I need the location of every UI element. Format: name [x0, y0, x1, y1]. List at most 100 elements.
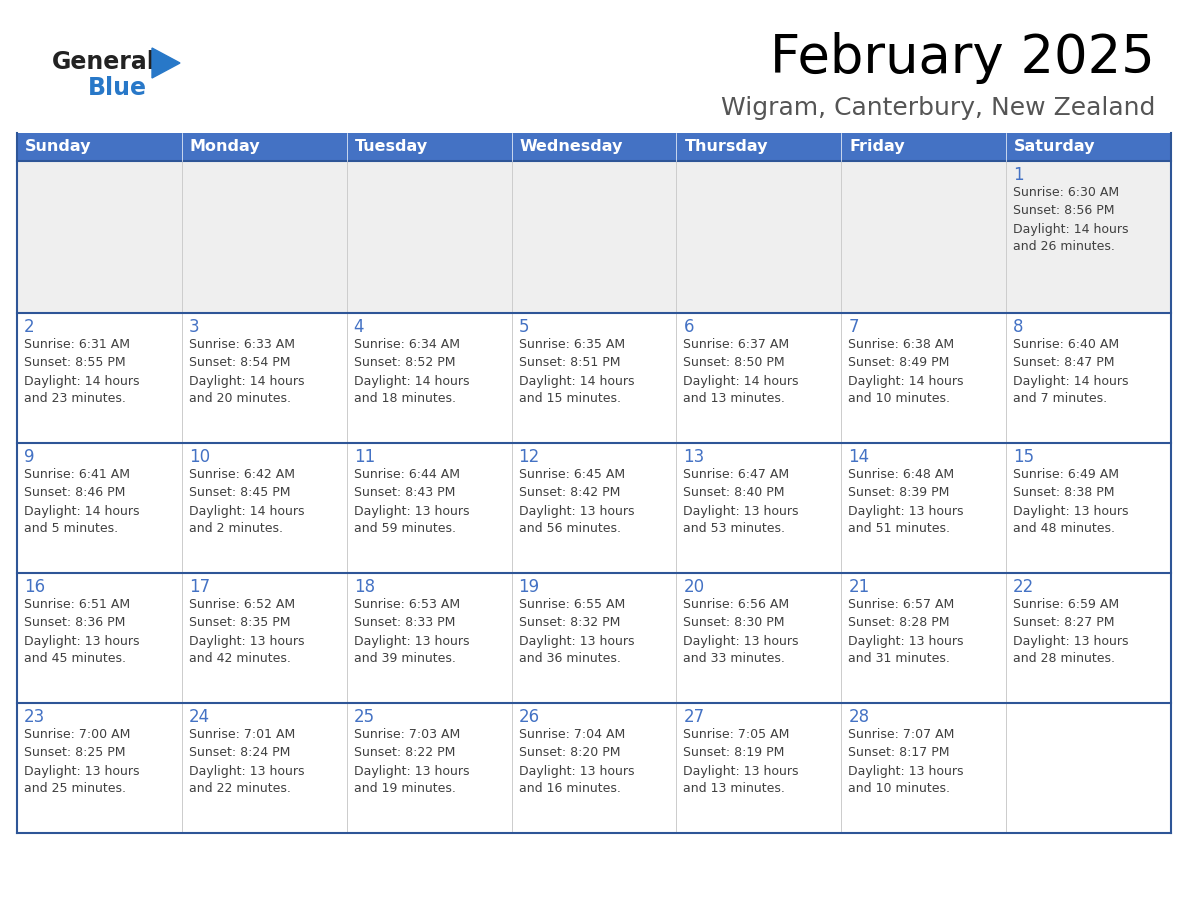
Text: Daylight: 14 hours: Daylight: 14 hours [24, 375, 139, 387]
Text: General: General [52, 50, 156, 74]
Text: 15: 15 [1013, 448, 1035, 466]
Text: 27: 27 [683, 708, 704, 726]
Text: and 10 minutes.: and 10 minutes. [848, 782, 950, 796]
Text: Sunset: 8:42 PM: Sunset: 8:42 PM [519, 487, 620, 499]
Text: Daylight: 13 hours: Daylight: 13 hours [683, 634, 798, 647]
Text: and 20 minutes.: and 20 minutes. [189, 393, 291, 406]
Text: Sunrise: 6:57 AM: Sunrise: 6:57 AM [848, 599, 954, 611]
Text: 9: 9 [24, 448, 34, 466]
Text: Daylight: 14 hours: Daylight: 14 hours [848, 375, 963, 387]
Text: Sunset: 8:40 PM: Sunset: 8:40 PM [683, 487, 785, 499]
Text: Sunrise: 6:40 AM: Sunrise: 6:40 AM [1013, 339, 1119, 352]
Text: Tuesday: Tuesday [355, 140, 428, 154]
Text: and 42 minutes.: and 42 minutes. [189, 653, 291, 666]
Text: Blue: Blue [88, 76, 147, 100]
Text: and 25 minutes.: and 25 minutes. [24, 782, 126, 796]
Text: 14: 14 [848, 448, 870, 466]
Text: Daylight: 13 hours: Daylight: 13 hours [189, 765, 304, 778]
Text: Sunrise: 6:30 AM: Sunrise: 6:30 AM [1013, 186, 1119, 199]
Text: 8: 8 [1013, 318, 1024, 336]
Text: Sunset: 8:51 PM: Sunset: 8:51 PM [519, 356, 620, 370]
Text: and 5 minutes.: and 5 minutes. [24, 522, 118, 535]
Text: and 2 minutes.: and 2 minutes. [189, 522, 283, 535]
Text: 28: 28 [848, 708, 870, 726]
Text: 13: 13 [683, 448, 704, 466]
Text: and 28 minutes.: and 28 minutes. [1013, 653, 1116, 666]
Text: Sunset: 8:33 PM: Sunset: 8:33 PM [354, 617, 455, 630]
Text: and 53 minutes.: and 53 minutes. [683, 522, 785, 535]
Text: Sunset: 8:17 PM: Sunset: 8:17 PM [848, 746, 949, 759]
Text: Daylight: 13 hours: Daylight: 13 hours [354, 634, 469, 647]
Bar [17, 133, 1171, 161]
Text: Daylight: 14 hours: Daylight: 14 hours [519, 375, 634, 387]
Text: and 45 minutes.: and 45 minutes. [24, 653, 126, 666]
Text: 7: 7 [848, 318, 859, 336]
Text: and 22 minutes.: and 22 minutes. [189, 782, 291, 796]
Text: Sunset: 8:54 PM: Sunset: 8:54 PM [189, 356, 290, 370]
Text: Friday: Friday [849, 140, 905, 154]
Text: Sunset: 8:27 PM: Sunset: 8:27 PM [1013, 617, 1114, 630]
Text: Daylight: 13 hours: Daylight: 13 hours [519, 505, 634, 518]
Text: Sunset: 8:19 PM: Sunset: 8:19 PM [683, 746, 785, 759]
Bar [17, 443, 1171, 573]
Text: Daylight: 13 hours: Daylight: 13 hours [354, 505, 469, 518]
Text: and 31 minutes.: and 31 minutes. [848, 653, 950, 666]
Text: Sunrise: 6:52 AM: Sunrise: 6:52 AM [189, 599, 295, 611]
Text: Daylight: 13 hours: Daylight: 13 hours [683, 765, 798, 778]
Text: Sunset: 8:32 PM: Sunset: 8:32 PM [519, 617, 620, 630]
Text: 17: 17 [189, 578, 210, 596]
Text: Sunrise: 6:48 AM: Sunrise: 6:48 AM [848, 468, 954, 482]
Text: Sunrise: 6:59 AM: Sunrise: 6:59 AM [1013, 599, 1119, 611]
Text: Wednesday: Wednesday [519, 140, 623, 154]
Text: Sunset: 8:20 PM: Sunset: 8:20 PM [519, 746, 620, 759]
Text: and 39 minutes.: and 39 minutes. [354, 653, 455, 666]
Text: February 2025: February 2025 [770, 32, 1155, 84]
Text: Thursday: Thursday [684, 140, 767, 154]
Text: Sunset: 8:43 PM: Sunset: 8:43 PM [354, 487, 455, 499]
Text: Sunset: 8:22 PM: Sunset: 8:22 PM [354, 746, 455, 759]
Bar [17, 161, 1171, 313]
Text: Daylight: 14 hours: Daylight: 14 hours [24, 505, 139, 518]
Text: Daylight: 13 hours: Daylight: 13 hours [24, 765, 139, 778]
Text: Sunrise: 7:03 AM: Sunrise: 7:03 AM [354, 729, 460, 742]
Text: 18: 18 [354, 578, 375, 596]
Text: Sunrise: 6:45 AM: Sunrise: 6:45 AM [519, 468, 625, 482]
Text: Sunrise: 6:51 AM: Sunrise: 6:51 AM [24, 599, 131, 611]
Text: Sunrise: 6:47 AM: Sunrise: 6:47 AM [683, 468, 790, 482]
Text: 20: 20 [683, 578, 704, 596]
Text: Sunset: 8:30 PM: Sunset: 8:30 PM [683, 617, 785, 630]
Text: and 51 minutes.: and 51 minutes. [848, 522, 950, 535]
Text: Daylight: 13 hours: Daylight: 13 hours [24, 634, 139, 647]
Text: Sunset: 8:25 PM: Sunset: 8:25 PM [24, 746, 126, 759]
Text: and 26 minutes.: and 26 minutes. [1013, 241, 1116, 253]
Text: Sunset: 8:38 PM: Sunset: 8:38 PM [1013, 487, 1114, 499]
Text: Sunrise: 7:01 AM: Sunrise: 7:01 AM [189, 729, 295, 742]
Text: 2: 2 [24, 318, 34, 336]
Text: 26: 26 [519, 708, 539, 726]
Text: Daylight: 13 hours: Daylight: 13 hours [848, 634, 963, 647]
Text: Sunrise: 7:07 AM: Sunrise: 7:07 AM [848, 729, 955, 742]
Text: 19: 19 [519, 578, 539, 596]
Text: 22: 22 [1013, 578, 1035, 596]
Text: Daylight: 13 hours: Daylight: 13 hours [189, 634, 304, 647]
Text: Daylight: 13 hours: Daylight: 13 hours [519, 634, 634, 647]
Text: and 48 minutes.: and 48 minutes. [1013, 522, 1116, 535]
Text: 11: 11 [354, 448, 375, 466]
Text: Daylight: 13 hours: Daylight: 13 hours [1013, 634, 1129, 647]
Text: 25: 25 [354, 708, 375, 726]
Text: Daylight: 14 hours: Daylight: 14 hours [1013, 375, 1129, 387]
Text: Sunrise: 6:55 AM: Sunrise: 6:55 AM [519, 599, 625, 611]
Text: Sunset: 8:55 PM: Sunset: 8:55 PM [24, 356, 126, 370]
Text: and 7 minutes.: and 7 minutes. [1013, 393, 1107, 406]
Text: Sunset: 8:50 PM: Sunset: 8:50 PM [683, 356, 785, 370]
Text: Sunrise: 6:38 AM: Sunrise: 6:38 AM [848, 339, 954, 352]
Text: and 16 minutes.: and 16 minutes. [519, 782, 620, 796]
Text: and 23 minutes.: and 23 minutes. [24, 393, 126, 406]
Text: 24: 24 [189, 708, 210, 726]
Text: 5: 5 [519, 318, 529, 336]
Text: and 15 minutes.: and 15 minutes. [519, 393, 620, 406]
Text: Sunset: 8:36 PM: Sunset: 8:36 PM [24, 617, 126, 630]
Text: Wigram, Canterbury, New Zealand: Wigram, Canterbury, New Zealand [721, 96, 1155, 120]
Text: 10: 10 [189, 448, 210, 466]
Text: and 13 minutes.: and 13 minutes. [683, 782, 785, 796]
